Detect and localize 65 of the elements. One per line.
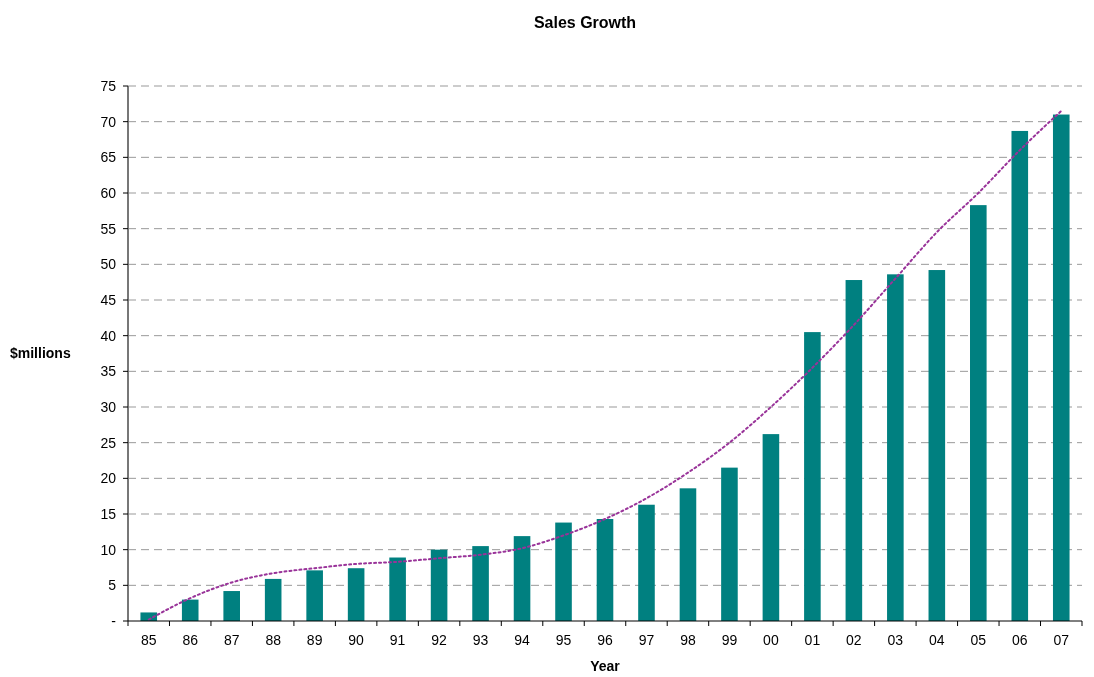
x-tick-label: 07 [1053,632,1070,648]
y-tick-label: 5 [108,577,117,594]
y-tick-label: 10 [100,541,117,558]
y-tick-label: 75 [100,77,117,94]
bar [887,274,904,621]
chart-title: Sales Growth [533,14,637,31]
y-tick-label: - [111,612,117,629]
y-tick-label: 70 [100,113,117,130]
x-axis-title: Year [590,658,621,674]
y-axis-title: $millions [10,345,71,362]
x-tick-label: 98 [680,632,696,648]
y-tick-label: 55 [100,220,117,237]
bar [804,332,821,621]
x-tick-label: 05 [970,632,987,648]
x-tick-label: 86 [182,632,199,648]
bar [306,570,323,621]
y-tick-label: 20 [100,470,117,487]
y-tick-label: 35 [100,363,117,380]
y-tick-label: 30 [100,398,117,415]
x-tick-label: 06 [1011,632,1028,648]
bar [845,280,863,621]
x-tick-label: 99 [721,632,738,648]
bar [513,536,531,621]
y-tick-label: 40 [100,327,117,344]
x-tick-label: 89 [306,632,323,648]
bar [721,467,738,621]
bar [638,504,655,621]
x-tick-label: 04 [929,632,945,648]
y-tick-label: 50 [100,256,117,273]
bar [264,578,282,621]
y-tick-label: 25 [100,434,117,451]
bar [1052,114,1070,621]
bar [430,549,448,621]
x-tick-label: 00 [763,632,779,648]
x-tick-label: 03 [887,632,904,648]
bar [928,270,946,621]
x-tick-label: 01 [804,632,821,648]
x-tick-label: 88 [265,632,282,648]
bar [181,599,199,621]
bar [762,434,780,621]
x-tick-label: 85 [140,632,157,648]
bar [223,591,240,621]
bar [472,546,489,621]
x-tick-label: 91 [389,632,406,648]
x-tick-label: 95 [555,632,572,648]
y-tick-label: 45 [100,291,117,308]
x-tick-label: 02 [846,632,862,648]
x-tick-label: 92 [431,632,448,648]
x-tick-label: 93 [472,632,489,648]
line-series [147,109,1063,621]
x-tick-label: 94 [514,632,531,648]
y-tick-label: 65 [100,149,117,166]
bar [679,488,697,621]
bar [970,205,987,621]
bar [596,518,614,621]
y-tick-label: 15 [100,505,117,522]
x-tick-label: 90 [348,632,365,648]
y-tick-label: 60 [100,184,117,201]
bar [389,557,406,621]
bar [1011,130,1029,621]
x-tick-label: 97 [638,632,655,648]
bar [347,568,365,621]
x-tick-label: 87 [223,632,240,648]
x-tick-label: 96 [597,632,613,648]
bar [555,522,572,621]
